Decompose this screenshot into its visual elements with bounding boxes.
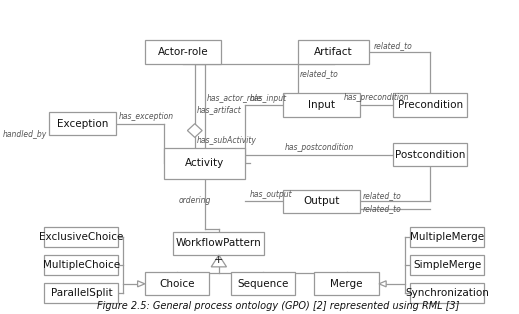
FancyBboxPatch shape (410, 255, 484, 275)
Text: Exception: Exception (57, 119, 108, 128)
FancyBboxPatch shape (393, 143, 468, 166)
Text: ordering: ordering (178, 196, 211, 205)
Text: has_postcondition: has_postcondition (284, 143, 354, 152)
FancyBboxPatch shape (298, 40, 370, 64)
Text: handled_by: handled_by (3, 130, 47, 139)
Text: Sequence: Sequence (237, 279, 289, 289)
Text: has_subActivity: has_subActivity (197, 136, 257, 145)
FancyBboxPatch shape (49, 112, 116, 135)
FancyBboxPatch shape (410, 283, 484, 303)
Text: Activity: Activity (185, 158, 224, 168)
Text: has_artifact: has_artifact (197, 106, 242, 114)
Text: has_actor_role: has_actor_role (207, 94, 263, 103)
Text: related_to: related_to (300, 69, 339, 78)
Text: Output: Output (304, 196, 340, 206)
FancyBboxPatch shape (45, 283, 118, 303)
Text: MultipleMerge: MultipleMerge (410, 232, 484, 242)
Text: related_to: related_to (362, 204, 401, 213)
FancyBboxPatch shape (45, 255, 118, 275)
FancyBboxPatch shape (393, 93, 468, 116)
FancyBboxPatch shape (283, 93, 360, 116)
Text: has_precondition: has_precondition (344, 93, 409, 102)
Polygon shape (138, 281, 145, 287)
Text: Artifact: Artifact (315, 47, 353, 57)
Text: related_to: related_to (362, 191, 401, 200)
Text: has_exception: has_exception (118, 112, 173, 121)
FancyBboxPatch shape (283, 190, 360, 213)
Text: ExclusiveChoice: ExclusiveChoice (39, 232, 124, 242)
FancyBboxPatch shape (173, 232, 264, 255)
FancyBboxPatch shape (45, 227, 118, 247)
Polygon shape (187, 124, 202, 138)
Text: SimpleMerge: SimpleMerge (413, 260, 481, 270)
Text: ParallelSplit: ParallelSplit (51, 288, 112, 298)
Text: has_input: has_input (250, 94, 287, 103)
Text: +: + (214, 255, 224, 265)
FancyBboxPatch shape (164, 148, 245, 179)
Text: Input: Input (308, 100, 335, 110)
Text: Figure 2.5: General process ontology (GPO) [2] represented using RML [3]: Figure 2.5: General process ontology (GP… (98, 301, 460, 311)
Text: Merge: Merge (331, 279, 363, 289)
Text: related_to: related_to (374, 41, 413, 51)
FancyBboxPatch shape (410, 227, 484, 247)
Text: MultipleChoice: MultipleChoice (43, 260, 120, 270)
Text: Synchronization: Synchronization (405, 288, 489, 298)
Polygon shape (211, 255, 226, 267)
Polygon shape (379, 281, 386, 287)
FancyBboxPatch shape (231, 272, 295, 295)
Text: Precondition: Precondition (398, 100, 463, 110)
Text: has_output: has_output (250, 190, 293, 199)
Text: Postcondition: Postcondition (395, 150, 466, 160)
FancyBboxPatch shape (145, 272, 209, 295)
Text: WorkflowPattern: WorkflowPattern (176, 238, 262, 248)
Text: Actor-role: Actor-role (158, 47, 208, 57)
Text: Choice: Choice (159, 279, 195, 289)
FancyBboxPatch shape (145, 40, 221, 64)
FancyBboxPatch shape (315, 272, 379, 295)
